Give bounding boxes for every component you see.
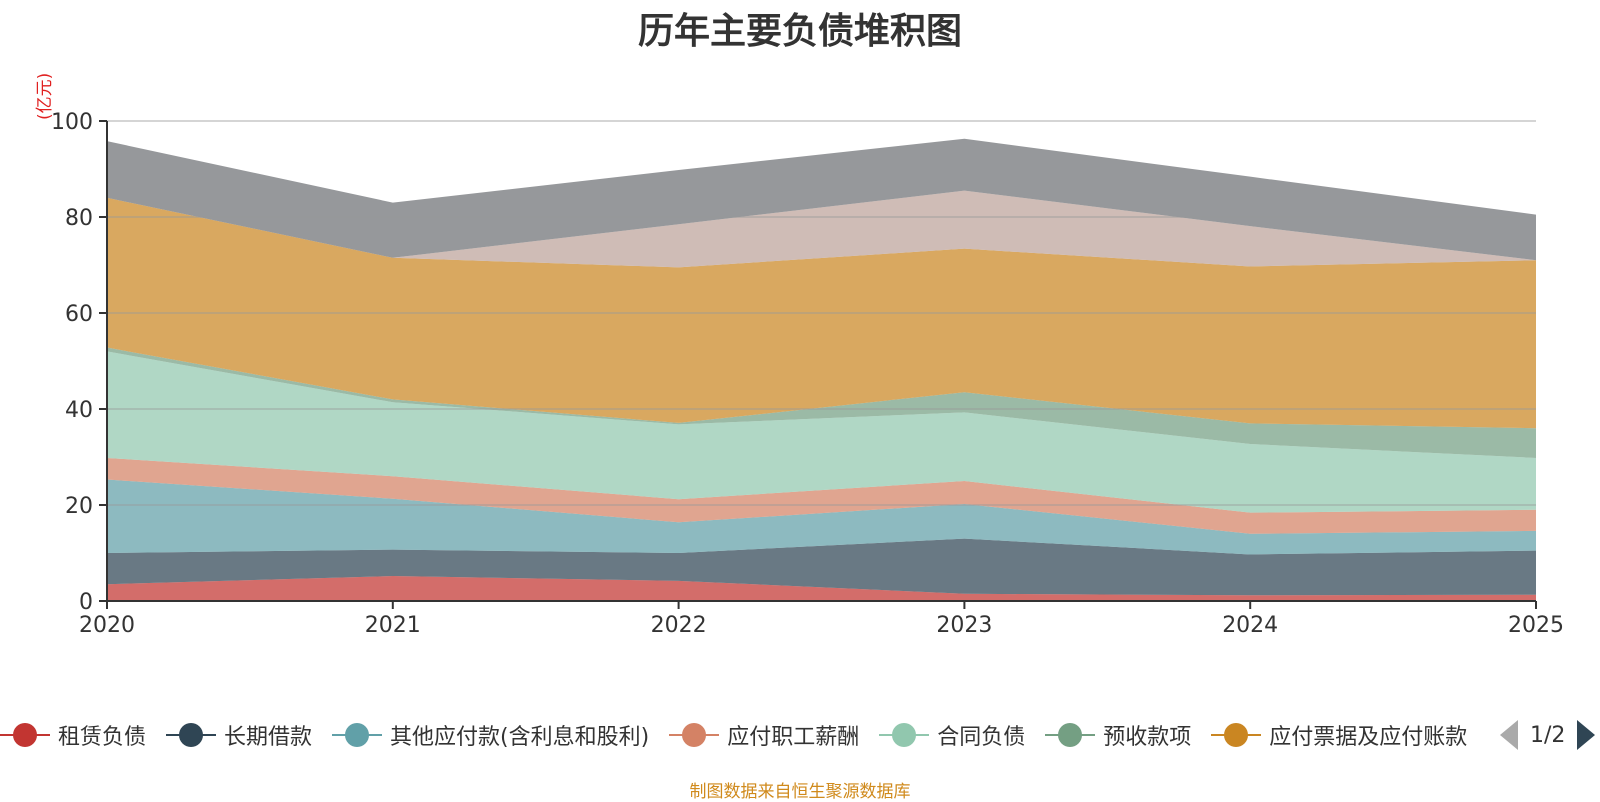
series-area-0: [107, 576, 1536, 601]
legend-label: 预收款项: [1103, 725, 1192, 750]
legend-item[interactable]: 预收款项: [1045, 715, 1191, 755]
legend-label: 合同负债: [937, 725, 1026, 750]
x-tick-label: 2022: [651, 613, 707, 638]
legend-item[interactable]: 长期借款: [166, 715, 312, 755]
legend-item[interactable]: 应付票据及应付账款: [1211, 715, 1467, 755]
series-area-2: [107, 479, 1536, 555]
legend-marker-icon: [1045, 722, 1096, 748]
legend-item[interactable]: 合同负债: [879, 715, 1025, 755]
legend: 租赁负债 长期借款 其他应付款(含利息和股利) 应付职工薪酬 合同负债 预收款项 应付票据及…: [0, 715, 1480, 755]
series-area-5: [107, 347, 1536, 458]
legend-marker-icon: [879, 722, 930, 748]
legend-label: 租赁负债: [58, 725, 147, 750]
y-tick-label: 20: [65, 494, 93, 519]
series-area-3: [107, 457, 1536, 534]
y-tick-label: 100: [51, 110, 93, 135]
series-area-4: [107, 351, 1536, 513]
series-area-1: [107, 538, 1536, 596]
legend-page-indicator: 1/2: [1530, 722, 1566, 748]
legend-marker-icon: [1211, 722, 1262, 748]
y-tick-label: 40: [65, 398, 93, 423]
chart-area: 0 20 40 60 80 100 2020 2021 2022 2023 2024 2025: [51, 110, 1564, 638]
legend-marker-icon: [0, 722, 50, 748]
series-area-7: [107, 190, 1536, 268]
legend-item[interactable]: 应付职工薪酬: [669, 715, 859, 755]
legend-prev-icon[interactable]: [1500, 720, 1518, 750]
legend-label: 应付票据及应付账款: [1269, 725, 1468, 750]
legend-label: 应付职工薪酬: [727, 725, 860, 750]
x-tick-label: 2025: [1508, 613, 1564, 638]
legend-label: 其他应付款(含利息和股利): [390, 725, 650, 750]
series-area-8: [107, 138, 1536, 261]
source-footer: 制图数据来自恒生聚源数据库: [689, 782, 911, 802]
x-tick-label: 2024: [1222, 613, 1278, 638]
y-tick-label: 60: [65, 302, 93, 327]
legend-pager: 1/2: [1500, 715, 1596, 755]
legend-marker-icon: [669, 722, 720, 748]
legend-next-icon[interactable]: [1577, 720, 1596, 750]
legend-marker-icon: [332, 722, 383, 748]
legend-item[interactable]: 租赁负债: [0, 715, 146, 755]
y-tick-label: 80: [65, 206, 93, 231]
chart-title: 历年主要负债堆积图: [637, 11, 962, 52]
legend-label: 长期借款: [224, 725, 313, 750]
legend-marker-icon: [166, 722, 217, 748]
x-tick-label: 2023: [936, 613, 992, 638]
x-tick-label: 2020: [79, 613, 135, 638]
x-tick-label: 2021: [365, 613, 421, 638]
y-tick-label: 0: [79, 590, 93, 615]
legend-item[interactable]: 其他应付款(含利息和股利): [332, 715, 649, 755]
